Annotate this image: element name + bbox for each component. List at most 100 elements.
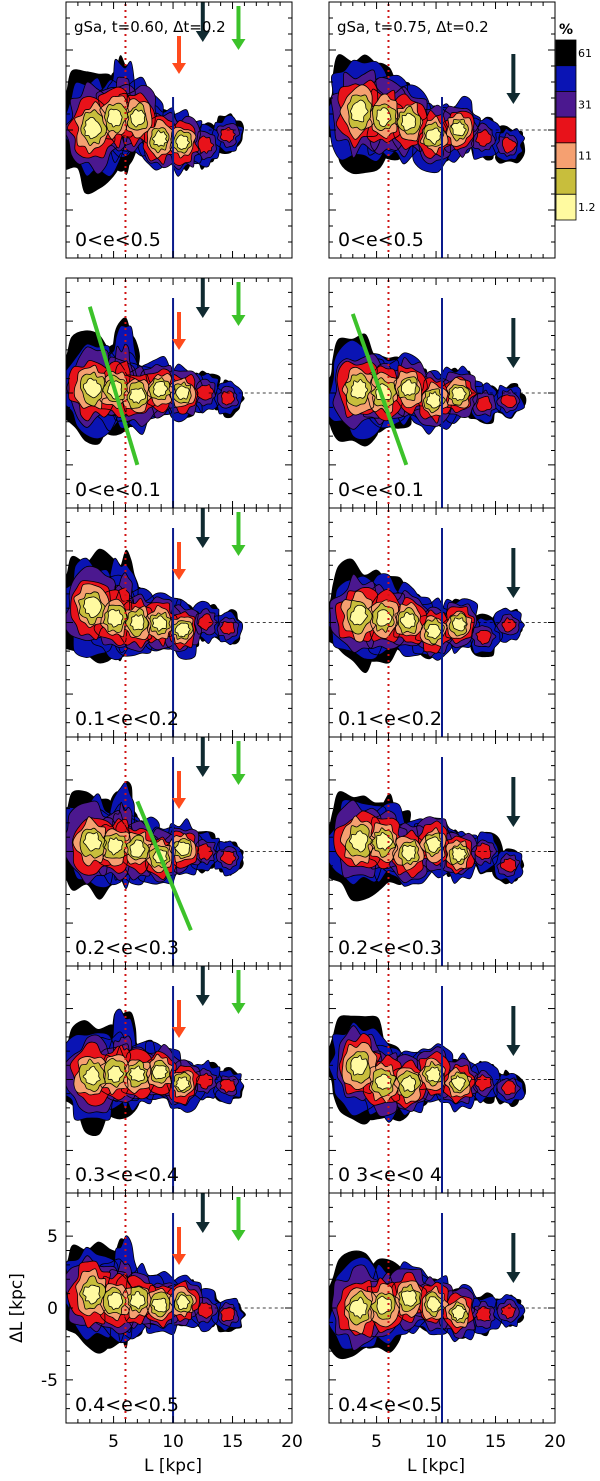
slope-line <box>350 313 409 466</box>
y-tick-label: -5 <box>41 1371 58 1391</box>
colorbar-swatch <box>555 91 577 118</box>
density-panel: gSa, t=0.60, Δt=0.2 0<e<0.5 <box>65 1 293 259</box>
slope-line <box>87 306 140 466</box>
eccentricity-label: 0.4<e<0.5 <box>75 1394 179 1416</box>
colorbar-tick: 11 <box>578 150 592 163</box>
density-contours <box>329 333 555 447</box>
x-tick-label: 20 <box>544 1432 566 1452</box>
density-contours <box>66 548 292 664</box>
dark-arrow-head <box>506 1272 521 1283</box>
dark-arrow-head <box>195 31 210 42</box>
x-tick-label: 10 <box>425 1432 447 1452</box>
density-contours <box>329 1250 555 1360</box>
red-arrow-head <box>172 339 186 350</box>
contour-level <box>82 1284 191 1313</box>
red-arrow-head <box>172 1027 186 1038</box>
density-panel: 0<e<0.1 <box>65 277 293 509</box>
green-arrow-head <box>231 315 246 326</box>
contour-level <box>349 1290 467 1321</box>
eccentricity-label: 0.4<e<0.5 <box>338 1394 442 1416</box>
y-axis-label: ΔL [kpc] <box>7 1273 27 1343</box>
green-arrow-head <box>231 1230 246 1241</box>
panel-ticks <box>329 2 556 258</box>
panel-ticks <box>66 966 293 1193</box>
density-panel: 0 3<e<0 4 <box>328 965 556 1194</box>
density-panel: 0.1<e<0.2 <box>328 507 556 738</box>
panel-ticks <box>66 737 293 966</box>
dark-arrow-head <box>195 766 210 777</box>
dark-arrow-head <box>506 93 521 104</box>
eccentricity-label: 0<e<0.1 <box>338 479 424 501</box>
x-tick-label: 15 <box>485 1432 507 1452</box>
colorbar: % 61 31 11 1.2 <box>555 22 596 221</box>
x-tick-label: 15 <box>222 1432 244 1452</box>
dark-arrow-head <box>506 357 521 368</box>
green-arrow-head <box>231 39 246 50</box>
green-arrow-head <box>231 774 246 785</box>
dark-arrow-head <box>195 307 210 318</box>
colorbar-swatch <box>555 116 577 144</box>
y-tick-label: 0 <box>47 1299 58 1319</box>
green-arrow-head <box>231 1003 246 1014</box>
y-tick-label: 5 <box>47 1227 58 1247</box>
density-contours <box>329 558 555 674</box>
dark-arrow-head <box>195 1222 210 1233</box>
x-tick-label: 20 <box>281 1432 303 1452</box>
density-panel: gSa, t=0.75, Δt=0.2 0<e<0.5 <box>328 1 556 259</box>
panel-ticks <box>66 278 293 508</box>
density-panel: 0.3<e<0.4 <box>65 965 293 1194</box>
dark-arrow-head <box>195 995 210 1006</box>
x-tick-label: 10 <box>162 1432 184 1452</box>
eccentricity-label: 0 3<e<0 4 <box>338 1164 442 1186</box>
contour-level <box>348 830 467 863</box>
density-panel: 0.2<e<0.3 <box>65 736 293 967</box>
x-tick-label: 5 <box>371 1432 382 1452</box>
eccentricity-label: 0<e<0.1 <box>75 479 161 501</box>
x-axis-label: L [kpc] <box>144 1456 202 1476</box>
colorbar-tick: 61 <box>578 47 592 60</box>
green-arrow-head <box>231 545 246 556</box>
eccentricity-label: 0.2<e<0.3 <box>75 937 179 959</box>
eccentricity-label: 0<e<0.5 <box>75 229 161 251</box>
eccentricity-label: 0<e<0.5 <box>338 229 424 251</box>
red-arrow-head <box>172 1254 186 1265</box>
slope-line <box>135 800 193 931</box>
contour-level <box>83 596 191 638</box>
panel-title: gSa, t=0.75, Δt=0.2 <box>337 18 489 36</box>
x-axis-label: L [kpc] <box>407 1456 465 1476</box>
contour-level <box>82 1064 191 1092</box>
panel-ticks <box>329 966 556 1193</box>
contour-level <box>82 832 191 864</box>
density-contours <box>66 1008 292 1136</box>
panel-ticks <box>66 2 293 258</box>
contour-level <box>350 1054 467 1093</box>
contour-level <box>345 823 469 866</box>
panel-ticks <box>329 1193 556 1423</box>
density-panel: 0.4<e<0.5 <box>65 1192 293 1424</box>
colorbar-unit: % <box>559 22 573 38</box>
density-contours <box>66 55 292 195</box>
eccentricity-label: 0.1<e<0.2 <box>338 708 442 730</box>
panel-ticks <box>329 278 556 508</box>
panel-ticks <box>66 508 293 737</box>
red-arrow-head <box>172 569 186 580</box>
eccentricity-label: 0.2<e<0.3 <box>338 937 442 959</box>
panel-ticks <box>329 737 556 966</box>
density-contours <box>66 1235 292 1354</box>
eccentricity-label: 0.3<e<0.4 <box>75 1164 179 1186</box>
colorbar-swatch <box>555 142 577 169</box>
axes-labels: 5 10 15 20 L [kpc] 5 10 15 20 L [kpc] -5 0 5 ΔL [kpc] <box>7 1227 566 1476</box>
colorbar-tick: 31 <box>578 98 592 111</box>
colorbar-swatch <box>555 193 577 221</box>
panel-ticks <box>66 1193 293 1423</box>
contour-level <box>83 108 190 150</box>
eccentricity-label: 0.1<e<0.2 <box>75 708 179 730</box>
red-arrow-head <box>172 63 186 74</box>
density-panel: 0<e<0.1 <box>328 277 556 509</box>
panel-ticks <box>329 508 556 737</box>
density-contours <box>329 1015 555 1125</box>
colorbar-tick: 1.2 <box>578 201 596 214</box>
density-panel: 0.4<e<0.5 <box>328 1192 556 1424</box>
